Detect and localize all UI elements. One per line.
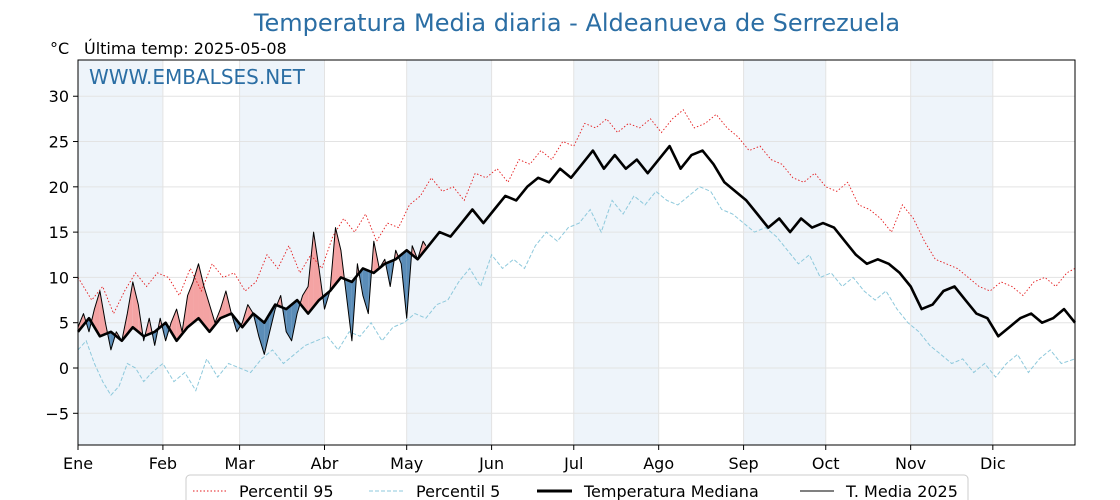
y-tick-label: 10 xyxy=(49,268,69,287)
fill-above-median xyxy=(203,286,210,332)
legend-label-median: Temperatura Mediana xyxy=(583,482,759,500)
x-tick-label: Dic xyxy=(980,454,1006,473)
plot-background xyxy=(78,60,993,445)
month-band xyxy=(573,60,659,445)
y-tick-label: 30 xyxy=(49,87,69,106)
x-tick-label: Abr xyxy=(311,454,339,473)
chart-title: Temperatura Media diaria - Aldeanueva de… xyxy=(253,9,900,37)
fill-above-median xyxy=(198,263,204,325)
fill-above-median xyxy=(220,291,226,319)
x-tick-label: Mar xyxy=(225,454,256,473)
series-line-median xyxy=(76,144,1077,343)
fill-above-median xyxy=(313,232,320,307)
legend: Percentil 95 Percentil 5 Temperatura Med… xyxy=(185,474,969,500)
y-unit-label: °C xyxy=(50,39,69,58)
y-tick-label: 25 xyxy=(49,133,69,152)
fill-below-median xyxy=(286,304,292,341)
last-temp-label: Última temp: 2025-05-08 xyxy=(84,39,287,58)
plot-frame xyxy=(77,59,1076,446)
fill-above-median xyxy=(247,304,254,321)
series-lines xyxy=(76,109,1077,397)
y-tick-label: 0 xyxy=(59,359,69,378)
month-band xyxy=(743,60,826,445)
fill-above-median xyxy=(176,309,183,341)
legend-label-p95: Percentil 95 xyxy=(239,482,334,500)
month-band xyxy=(78,60,163,445)
x-axis: Ene Feb Mar Abr May Jun Jul Ago Sep Oct Nov Dic xyxy=(63,445,1006,473)
fill-above-median xyxy=(94,291,100,337)
x-tick-label: Feb xyxy=(149,454,177,473)
fill-above-median xyxy=(308,232,314,314)
x-tick-label: Nov xyxy=(895,454,926,473)
y-tick-label: 20 xyxy=(49,178,69,197)
x-tick-label: Ene xyxy=(63,454,93,473)
fill-below-median xyxy=(291,300,298,341)
x-tick-label: Jun xyxy=(478,454,504,473)
x-tick-label: Sep xyxy=(729,454,759,473)
fill-below-median xyxy=(258,318,265,355)
y-tick-label: 15 xyxy=(49,223,69,242)
x-tick-label: May xyxy=(390,454,423,473)
fill-below-median xyxy=(264,313,270,355)
watermark: WWW.EMBALSES.NET xyxy=(89,65,306,89)
x-tick-label: Oct xyxy=(812,454,840,473)
series-line-p5 xyxy=(77,186,1076,397)
fill-above-median xyxy=(132,281,139,332)
x-tick-label: Ago xyxy=(643,454,674,473)
x-tick-label: Jul xyxy=(563,454,583,473)
y-axis: −5 0 5 10 15 20 25 30 xyxy=(45,87,78,423)
legend-label-p5: Percentil 5 xyxy=(416,482,500,500)
legend-label-current: T. Media 2025 xyxy=(845,482,958,500)
y-tick-label: 5 xyxy=(59,314,69,333)
series-line-2025 xyxy=(77,227,427,355)
fill-above-median xyxy=(127,281,133,335)
legend-box xyxy=(185,474,969,500)
fill-below-median xyxy=(362,268,369,314)
month-band xyxy=(910,60,993,445)
fill-above-median xyxy=(335,227,341,285)
y-tick-label: −5 xyxy=(45,404,69,423)
fill-above-median xyxy=(99,291,106,337)
month-band xyxy=(239,60,325,445)
